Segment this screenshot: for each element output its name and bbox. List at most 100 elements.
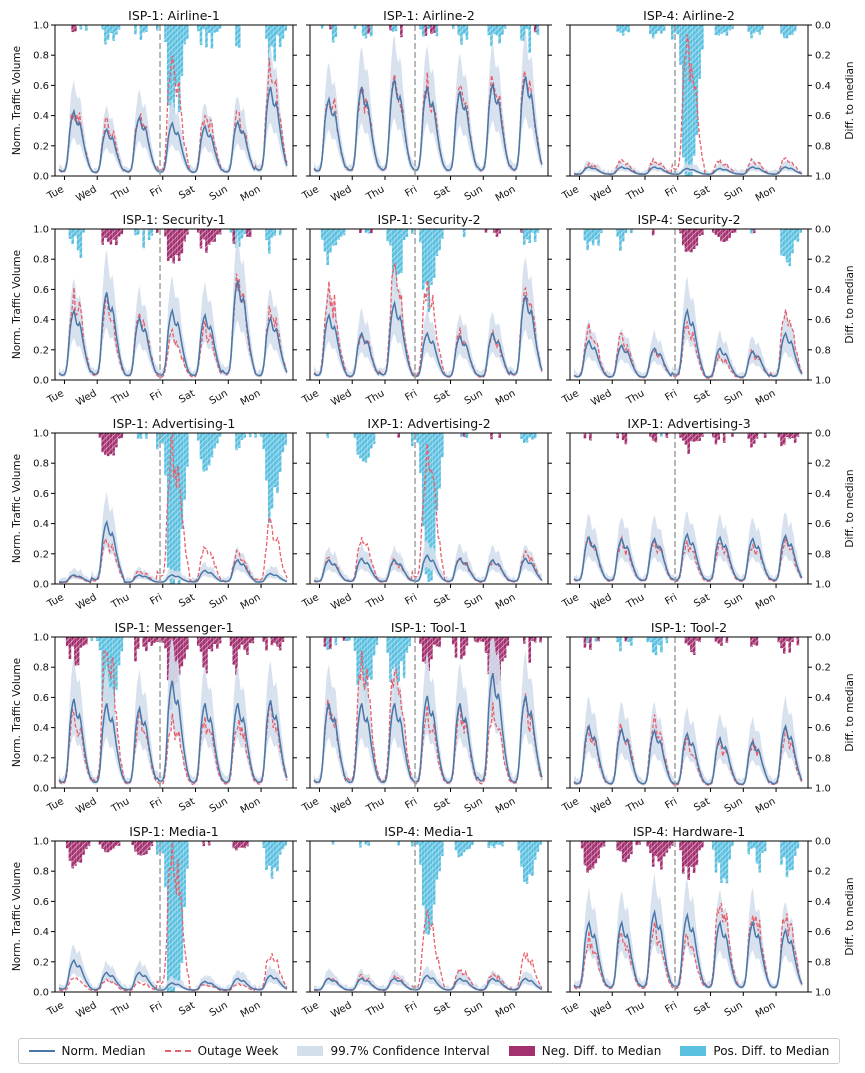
pos-diff-bar: [533, 841, 537, 860]
x-tick-label: Mon: [754, 388, 778, 408]
pos-diff-bar: [619, 637, 622, 652]
neg-diff-bar: [150, 841, 154, 847]
x-tick-label: Sun: [463, 796, 485, 815]
pos-diff-bar: [337, 229, 340, 240]
pos-diff-bar: [169, 433, 173, 584]
neg-diff-bar: [583, 433, 587, 439]
pos-diff-bar: [284, 433, 287, 446]
x-tick-label: Sun: [463, 388, 485, 407]
x-tick-label: Mon: [239, 592, 263, 612]
y-tick-label: 0.2: [33, 753, 49, 764]
neg-diff-bar: [82, 637, 85, 646]
neg-diff-bar: [701, 229, 704, 235]
neg-diff-bar: [205, 637, 208, 674]
pos-diff-bar: [323, 229, 327, 252]
pos-diff-bar: [240, 229, 244, 239]
pos-diff-bar: [498, 841, 501, 845]
neg-diff-bar: [681, 229, 685, 246]
pos-diff-bar: [278, 433, 282, 473]
y-tick-label: 0.2: [33, 957, 49, 968]
legend-label-band: 99.7% Confidence Interval: [330, 1044, 490, 1058]
neg-diff-bar: [621, 433, 625, 441]
pos-diff-bar: [267, 229, 271, 254]
y-tick-label: 0.8: [33, 663, 49, 674]
legend-item-band: 99.7% Confidence Interval: [297, 1044, 490, 1058]
neg-diff-bar: [591, 841, 595, 869]
x-tick-label: Tue: [45, 388, 66, 407]
neg-diff-bar: [136, 841, 140, 855]
neg-diff-bar: [427, 637, 430, 671]
pos-diff-bar: [503, 25, 507, 29]
neg-diff-bar: [177, 637, 181, 676]
pos-diff-bar: [525, 433, 529, 443]
plot-frame: [309, 24, 549, 177]
neg-diff-bar: [276, 637, 279, 647]
pos-diff-bar: [172, 433, 175, 584]
x-tick-label: Thu: [109, 388, 132, 407]
x-tick-label: Thu: [624, 388, 647, 407]
median-line: [58, 519, 288, 583]
neg-diff-bar: [651, 229, 655, 236]
neg-diff-bar: [698, 433, 701, 441]
pos-diff-bar: [202, 433, 206, 472]
y2-tick-label: 0.6: [815, 315, 831, 326]
x-tick-label: Tue: [300, 388, 321, 407]
neg-diff-bar: [616, 841, 619, 851]
pos-diff-bar: [435, 229, 439, 257]
pos-diff-bar: [98, 637, 102, 651]
pos-diff-bar: [430, 229, 433, 285]
outage-line: [59, 432, 288, 584]
pos-diff-bar: [525, 25, 529, 30]
pos-diff-bar: [370, 637, 373, 680]
neg-diff-bar: [701, 433, 704, 437]
neg-diff-bar: [681, 841, 685, 874]
neg-diff-bar: [621, 841, 625, 862]
x-tick-label: Thu: [364, 184, 387, 203]
x-tick-label: Sat: [432, 1000, 452, 1018]
y-tick-label: 0.0: [33, 172, 49, 183]
pos-diff-bar: [531, 229, 534, 233]
pos-diff-bar: [397, 841, 400, 846]
neg-diff-bar: [400, 25, 403, 38]
neg-diff-bar: [690, 841, 693, 867]
pos-diff-bar: [460, 433, 463, 437]
pos-diff-bar: [731, 25, 734, 30]
median-line: [573, 723, 803, 785]
pos-diff-bar: [441, 229, 444, 239]
pos-diff-bar: [142, 25, 145, 33]
diff-bars: [583, 229, 802, 267]
pos-diff-bar: [207, 25, 211, 33]
y-tick-label: 0.0: [33, 988, 49, 999]
pos-diff-bar: [755, 25, 759, 32]
neg-diff-bar: [421, 637, 425, 662]
subplot: ISP-1: Security-2 Tue Wed Thu Fri Sat Sun Mon: [300, 212, 552, 409]
pos-diff-bar: [248, 433, 252, 438]
pos-diff-bar: [361, 25, 365, 36]
pos-diff-bar: [273, 433, 277, 488]
neg-diff-bar: [506, 637, 510, 646]
neg-diff-bar: [714, 637, 718, 642]
plot-frame: [309, 636, 549, 789]
plot-frame: [569, 840, 809, 993]
pos-diff-bar: [410, 229, 414, 234]
neg-diff-bar: [495, 229, 499, 237]
pos-diff-bar: [421, 229, 425, 290]
neg-diff-bar: [435, 637, 439, 647]
y2-tick-label: 1.0: [815, 580, 831, 591]
x-tick-label: Sun: [463, 1000, 485, 1019]
y2-tick-label: 0.2: [815, 867, 831, 878]
pos-diff-bar: [714, 841, 718, 873]
neg-diff-bar: [205, 229, 208, 253]
diff-bars: [68, 229, 282, 264]
neg-diff-bar: [796, 637, 800, 646]
neg-diff-bar: [796, 433, 800, 437]
pos-diff-bar: [435, 433, 439, 511]
pos-diff-bar: [782, 229, 786, 257]
y2-tick-label: 0.2: [815, 51, 831, 62]
pos-diff-bar: [361, 433, 365, 462]
neg-diff-bar: [624, 433, 628, 445]
neg-diff-bar: [717, 637, 721, 644]
neg-diff-bar: [74, 25, 77, 32]
neg-diff-bar: [698, 841, 701, 851]
pos-diff-bar: [649, 25, 652, 35]
